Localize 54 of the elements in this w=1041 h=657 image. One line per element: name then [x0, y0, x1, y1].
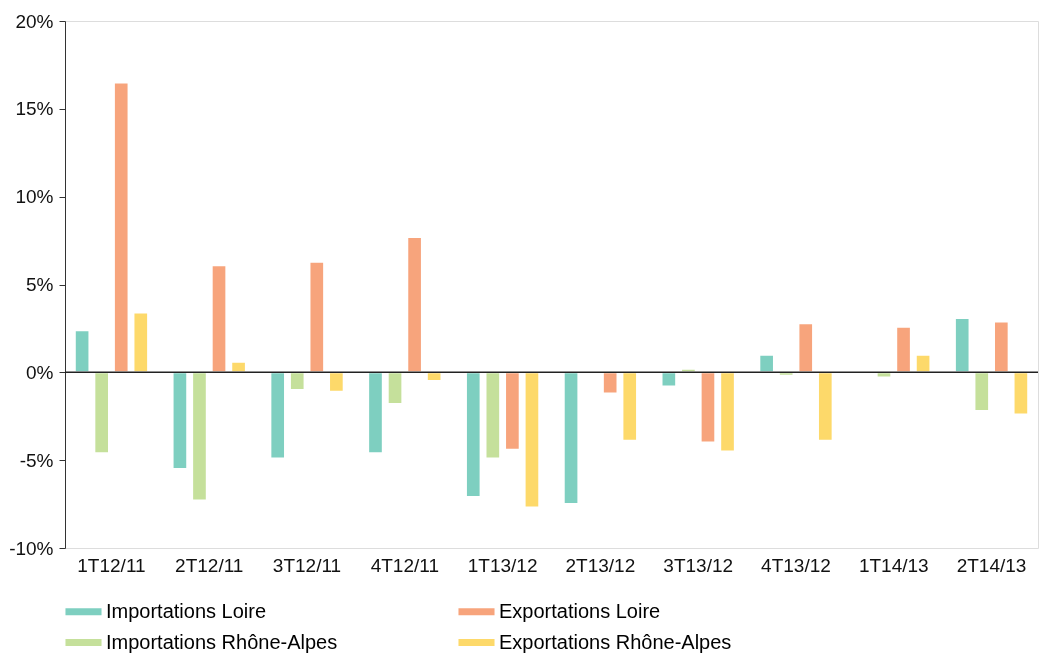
bar	[288, 371, 306, 391]
x-tick-label: 1T12/11	[77, 554, 146, 576]
y-tick-label: 10%	[15, 186, 54, 208]
bar	[191, 371, 208, 502]
bar	[308, 260, 326, 374]
bar	[112, 81, 130, 374]
bar	[484, 371, 502, 460]
bar	[562, 371, 580, 506]
y-tick-label: 0%	[26, 361, 54, 383]
bar	[797, 322, 815, 374]
bar	[73, 329, 91, 374]
bar	[132, 311, 150, 374]
x-tick-label: 2T12/11	[175, 554, 244, 576]
bar	[973, 371, 991, 412]
y-tick-label: 5%	[26, 274, 54, 295]
bar	[406, 236, 423, 374]
bar	[230, 360, 247, 374]
y-tick-label: 15%	[15, 98, 54, 120]
bar	[992, 320, 1010, 374]
x-tick-label: 4T12/11	[370, 554, 439, 576]
legend-label: Exportations Loire	[499, 599, 661, 622]
x-tick-label: 3T12/11	[272, 554, 342, 576]
x-tick-label: 3T13/12	[663, 554, 734, 576]
bar	[621, 371, 639, 442]
x-tick-label: 2T14/13	[956, 554, 1027, 576]
x-tick-label: 4T13/12	[761, 554, 831, 576]
bar	[386, 371, 404, 405]
bar	[328, 371, 345, 393]
bar	[93, 371, 111, 455]
bar	[895, 325, 912, 374]
bar	[816, 371, 834, 442]
bar	[660, 371, 678, 388]
bar	[758, 353, 775, 374]
legend-label: Exportations Rhône-Alpes	[499, 630, 732, 653]
bar	[464, 371, 482, 499]
bar	[523, 371, 541, 509]
y-tick-label: 20%	[15, 10, 54, 32]
legend-label: Importations Rhône-Alpes	[106, 630, 338, 653]
y-tick-label: -5%	[19, 449, 54, 471]
bar	[367, 371, 384, 455]
bar	[601, 371, 619, 395]
x-tick-label: 2T13/12	[565, 554, 636, 576]
bar	[953, 316, 971, 374]
legend-label: Importations Loire	[106, 599, 267, 622]
bar	[719, 371, 736, 453]
y-tick-label: -10%	[9, 537, 54, 559]
bar	[171, 371, 189, 470]
bar	[504, 371, 521, 451]
bar	[210, 264, 228, 374]
x-tick-label: 1T13/12	[467, 554, 538, 576]
bar	[699, 371, 717, 444]
bar	[1012, 371, 1030, 416]
x-tick-label: 1T14/13	[858, 554, 929, 576]
bar	[269, 371, 287, 460]
